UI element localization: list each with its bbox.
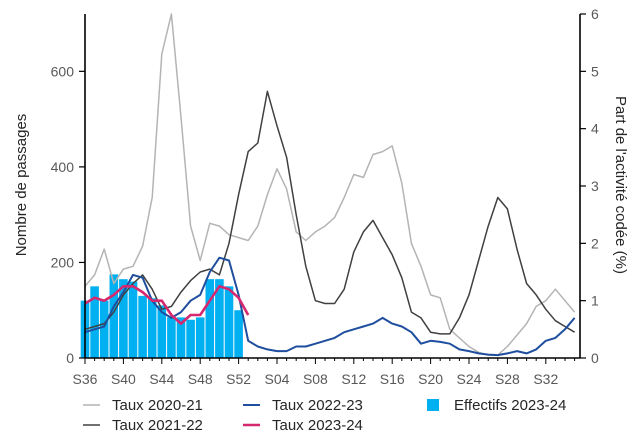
legend-label-taux-2021-22: Taux 2021-22 bbox=[112, 417, 203, 434]
x-tick-label: S28 bbox=[495, 371, 520, 387]
y-right-tick-label: 1 bbox=[591, 293, 599, 309]
y-right-tick-label: 4 bbox=[591, 121, 599, 137]
axes-layer: 0 200 400 600 0 1 2 3 4 5 6 S36 S40 S44 S48 S52 S04 S08 S1… bbox=[51, 6, 599, 387]
x-tick-label: S24 bbox=[457, 371, 482, 387]
y-left-tick-label: 400 bbox=[51, 159, 75, 175]
bar-S39 bbox=[109, 274, 119, 358]
line-taux-2021-22 bbox=[84, 90, 575, 335]
x-tick-label: S32 bbox=[533, 371, 558, 387]
legend-label-taux-2020-21: Taux 2020-21 bbox=[112, 397, 203, 414]
y-right-tick-label: 6 bbox=[591, 6, 599, 22]
legend: Taux 2020-21 Taux 2022-23 Effectifs 2023-2… bbox=[83, 397, 566, 434]
x-tick-label: S16 bbox=[380, 371, 405, 387]
line-taux-2023-24 bbox=[84, 284, 250, 325]
bars-layer bbox=[80, 274, 243, 358]
bar-S50 bbox=[215, 279, 224, 358]
legend-label-effectifs-2023-24: Effectifs 2023-24 bbox=[454, 397, 566, 414]
y-left-axis-title: Nombre de passages bbox=[13, 114, 30, 257]
bar-S37 bbox=[90, 286, 99, 358]
legend-label-taux-2022-23: Taux 2022-23 bbox=[272, 397, 363, 414]
x-tick-label: S52 bbox=[226, 371, 251, 387]
bar-S41 bbox=[128, 281, 138, 358]
x-tick-label: S12 bbox=[341, 371, 366, 387]
y-right-tick-label: 0 bbox=[591, 350, 599, 366]
x-tick-label: S08 bbox=[303, 371, 328, 387]
legend-swatch-effectifs-2023-24 bbox=[427, 399, 439, 411]
x-tick-label: S20 bbox=[418, 371, 443, 387]
y-left-tick-label: 200 bbox=[51, 254, 75, 270]
y-right-tick-label: 3 bbox=[591, 178, 599, 194]
bar-S46 bbox=[176, 317, 186, 358]
y-right-tick-label: 5 bbox=[591, 63, 599, 79]
y-right-tick-label: 2 bbox=[591, 235, 599, 251]
x-tick-label: S36 bbox=[73, 371, 98, 387]
x-tick-label: S44 bbox=[149, 371, 174, 387]
bar-S40 bbox=[119, 279, 128, 358]
bar-S49 bbox=[205, 279, 215, 358]
lines-layer bbox=[84, 13, 576, 357]
line-taux-2022-23 bbox=[84, 256, 576, 357]
bar-S48 bbox=[195, 317, 205, 358]
x-tick-label: S48 bbox=[188, 371, 213, 387]
x-tick-label: S04 bbox=[265, 371, 290, 387]
legend-label-taux-2023-24: Taux 2023-24 bbox=[272, 417, 363, 434]
x-tick-label: S40 bbox=[111, 371, 136, 387]
bar-S52 bbox=[234, 310, 243, 358]
bar-S47 bbox=[186, 319, 195, 358]
bar-S42 bbox=[138, 295, 147, 358]
bar-S45 bbox=[167, 317, 176, 358]
y-right-axis-title: Part de l'activité codée (%) bbox=[612, 96, 629, 274]
y-left-tick-label: 0 bbox=[66, 350, 74, 366]
y-left-tick-label: 600 bbox=[51, 63, 75, 79]
bar-S43 bbox=[147, 298, 157, 358]
bar-S44 bbox=[157, 305, 167, 358]
bar-S51 bbox=[224, 286, 234, 358]
bar-S38 bbox=[99, 300, 109, 358]
